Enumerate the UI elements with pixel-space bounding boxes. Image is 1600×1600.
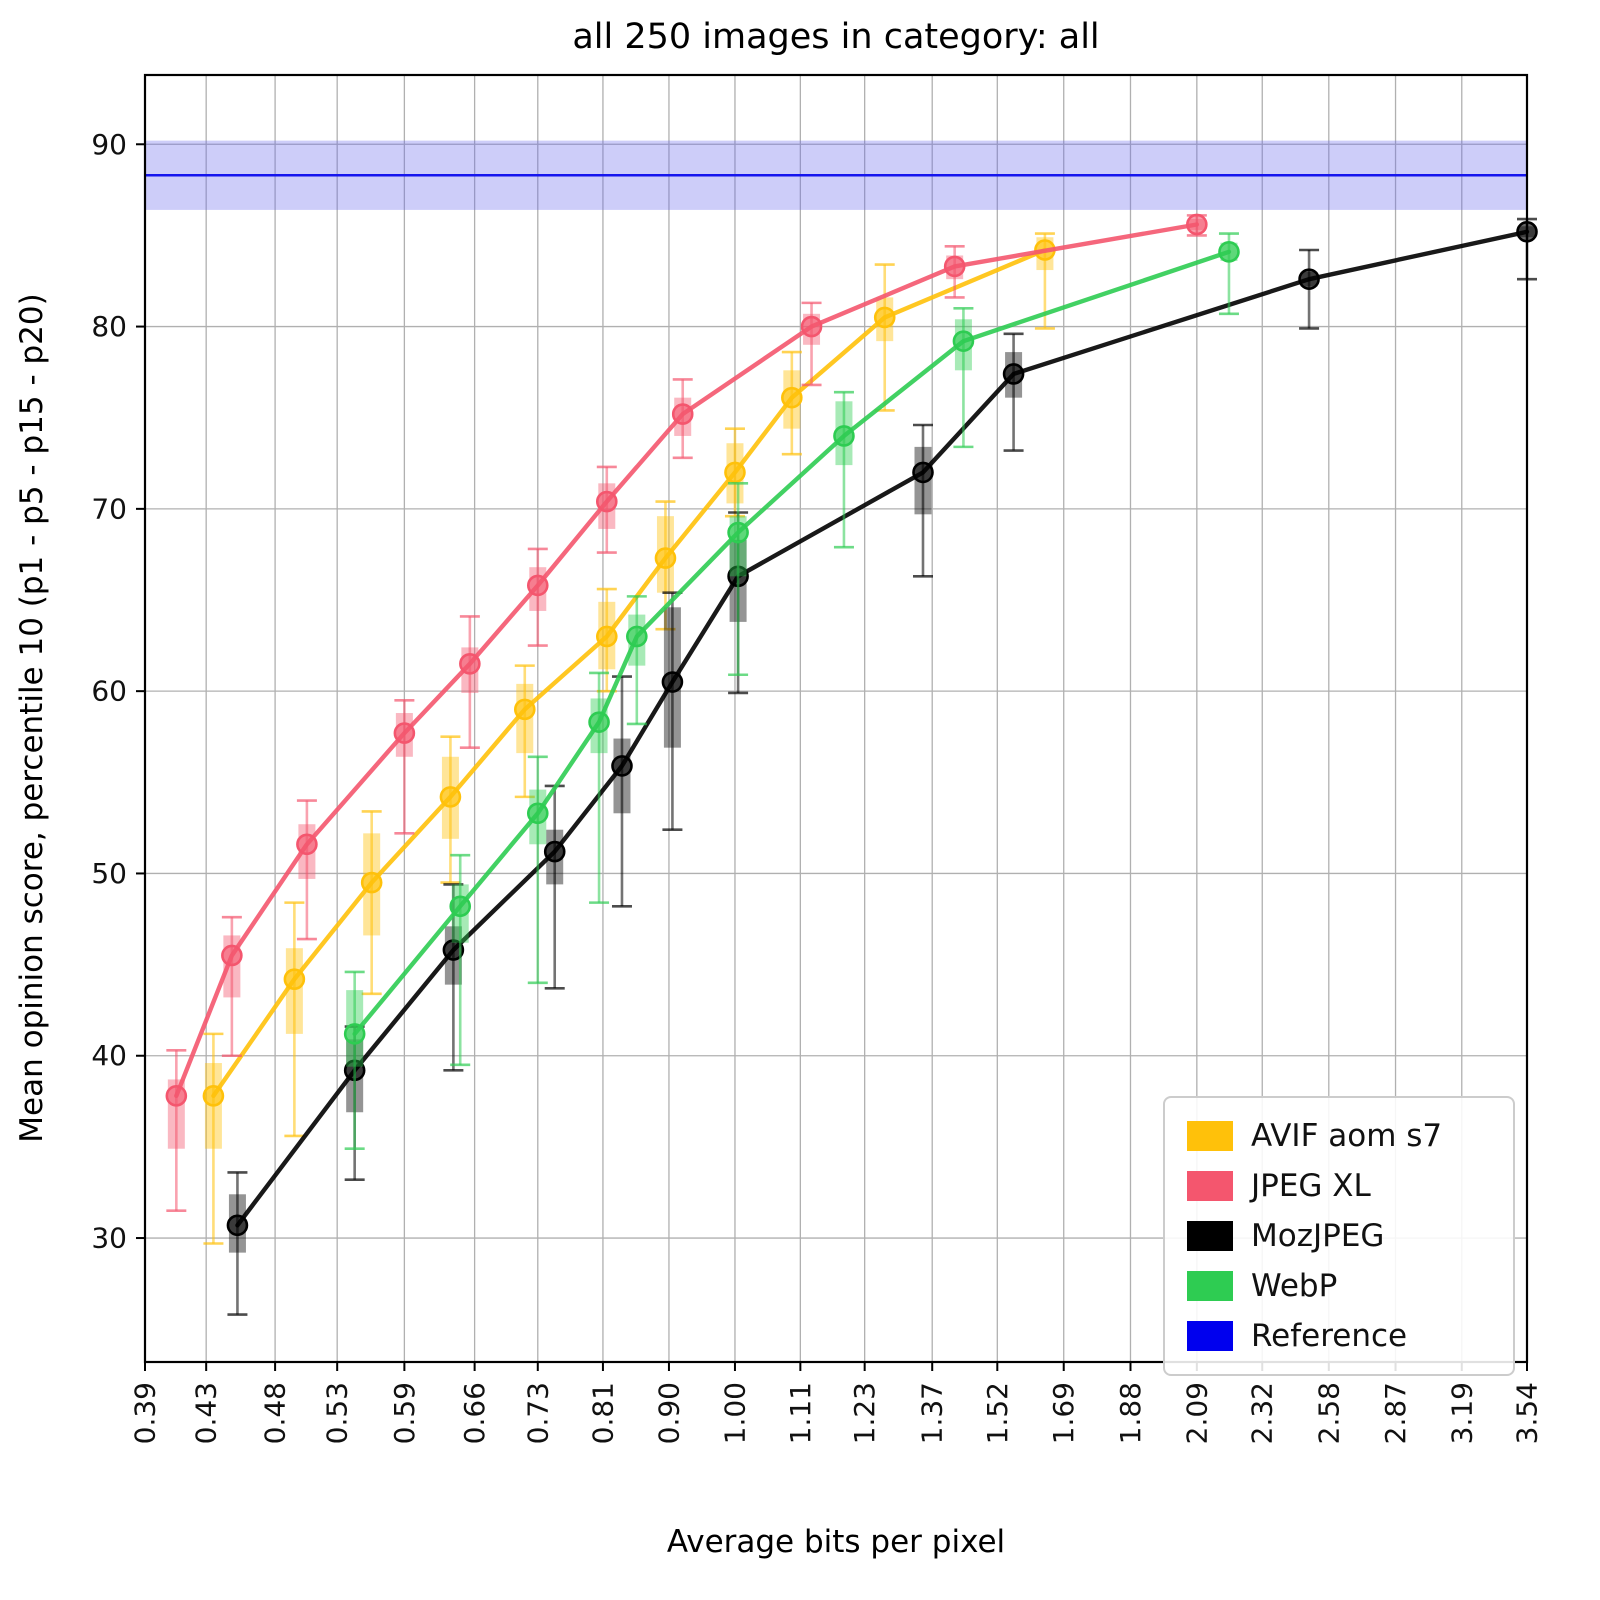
legend-label: MozJPEG [1251,1218,1385,1254]
data-marker [595,625,618,648]
data-marker [1186,213,1208,236]
data-marker [671,403,694,425]
legend-swatch-reference [1187,1321,1233,1351]
x-tick-label: 0.90 [652,1382,685,1444]
data-marker [202,1085,225,1107]
x-tick-label: 2.32 [1246,1382,1279,1444]
data-marker [654,547,677,569]
data-marker [912,461,934,484]
data-marker [526,802,549,825]
y-tick-label: 90 [91,128,127,161]
legend-swatch-webp [1187,1271,1233,1301]
x-tick-label: 1.37 [916,1382,949,1444]
legend-entry-webp: WebP [1187,1268,1491,1304]
data-marker [661,671,684,693]
x-tick-label: 0.48 [259,1382,292,1444]
x-tick-label: 2.09 [1180,1382,1213,1444]
data-marker [226,1214,249,1237]
y-tick-label: 60 [91,675,127,708]
data-marker [1002,363,1025,385]
x-tick-label: 2.87 [1379,1382,1412,1444]
x-tick-label: 3.19 [1445,1382,1478,1444]
legend-label: WebP [1251,1268,1338,1304]
data-marker [1298,268,1320,290]
data-marker [221,944,243,967]
x-tick-label: 1.52 [981,1382,1014,1444]
data-marker [727,521,749,544]
legend-entry-mozjpeg: MozJPEG [1187,1218,1491,1254]
data-marker [360,871,383,894]
data-marker [343,1023,366,1045]
data-marker [611,755,633,777]
x-tick-label: 0.53 [321,1382,354,1444]
series-line [235,229,1530,1228]
data-marker [296,833,318,856]
legend-swatch-jpeg-xl [1187,1171,1233,1201]
data-marker [833,425,855,447]
y-axis-label: Mean opinion score, percentile 10 (p1 - … [14,293,50,1142]
data-marker [952,330,975,352]
legend-swatch-avif-aom-s7 [1187,1121,1233,1151]
x-tick-label: 1.88 [1114,1382,1147,1444]
legend: AVIF aom s7 JPEG XL MozJPEG WebP Reference [1163,1096,1515,1376]
x-tick-label: 0.66 [458,1382,491,1444]
x-tick-label: 2.58 [1312,1382,1345,1444]
x-tick-label: 0.81 [586,1382,619,1444]
x-tick-label: 0.59 [388,1382,421,1444]
y-tick-label: 70 [91,492,127,525]
data-marker [543,840,566,863]
legend-label: Reference [1251,1318,1408,1354]
x-tick-label: 3.54 [1511,1382,1544,1444]
legend-label: JPEG XL [1251,1168,1371,1204]
data-marker [588,711,610,733]
data-marker [800,315,823,338]
legend-entry-avif-aom-s7: AVIF aom s7 [1187,1118,1491,1154]
axis-ticks: 0.39 0.43 0.48 0.53 0.59 0.66 0.73 0.81 0.90 1.00… [91,128,1543,1445]
x-axis-label: Average bits per pixel [667,1524,1005,1560]
data-marker [1218,241,1240,263]
legend-label: AVIF aom s7 [1251,1118,1443,1154]
y-tick-label: 50 [91,857,127,890]
data-marker [165,1085,188,1107]
legend-swatch-mozjpeg [1187,1221,1233,1251]
legend-entry-reference: Reference [1187,1318,1491,1354]
series-jpeg-xl [165,213,1208,1212]
y-tick-label: 40 [91,1039,127,1072]
data-marker [283,968,306,990]
y-tick-label: 80 [91,310,127,343]
x-tick-label: 0.43 [190,1382,223,1444]
data-marker [873,306,896,329]
x-tick-label: 1.23 [848,1382,881,1444]
data-marker [626,625,648,648]
x-tick-label: 1.69 [1047,1382,1080,1444]
y-tick-label: 30 [91,1222,127,1255]
chart-title: all 250 images in category: all [572,17,1099,57]
data-marker [943,255,966,278]
data-marker [724,461,746,484]
data-marker [459,653,481,675]
data-marker [781,386,803,409]
series-mozjpeg [226,217,1538,1316]
x-tick-label: 1.00 [718,1382,751,1444]
data-marker [513,698,536,721]
data-marker [442,939,465,961]
data-marker [526,574,549,597]
data-marker [595,490,618,513]
x-tick-label: 0.39 [129,1382,162,1444]
data-marker [393,722,416,744]
series-webp [343,232,1240,1151]
x-tick-label: 1.11 [784,1382,817,1444]
x-tick-label: 0.73 [521,1382,554,1444]
legend-entry-jpeg-xl: JPEG XL [1187,1168,1491,1204]
data-marker [439,786,462,808]
data-marker [449,895,472,918]
plot-frame [143,73,1529,1364]
